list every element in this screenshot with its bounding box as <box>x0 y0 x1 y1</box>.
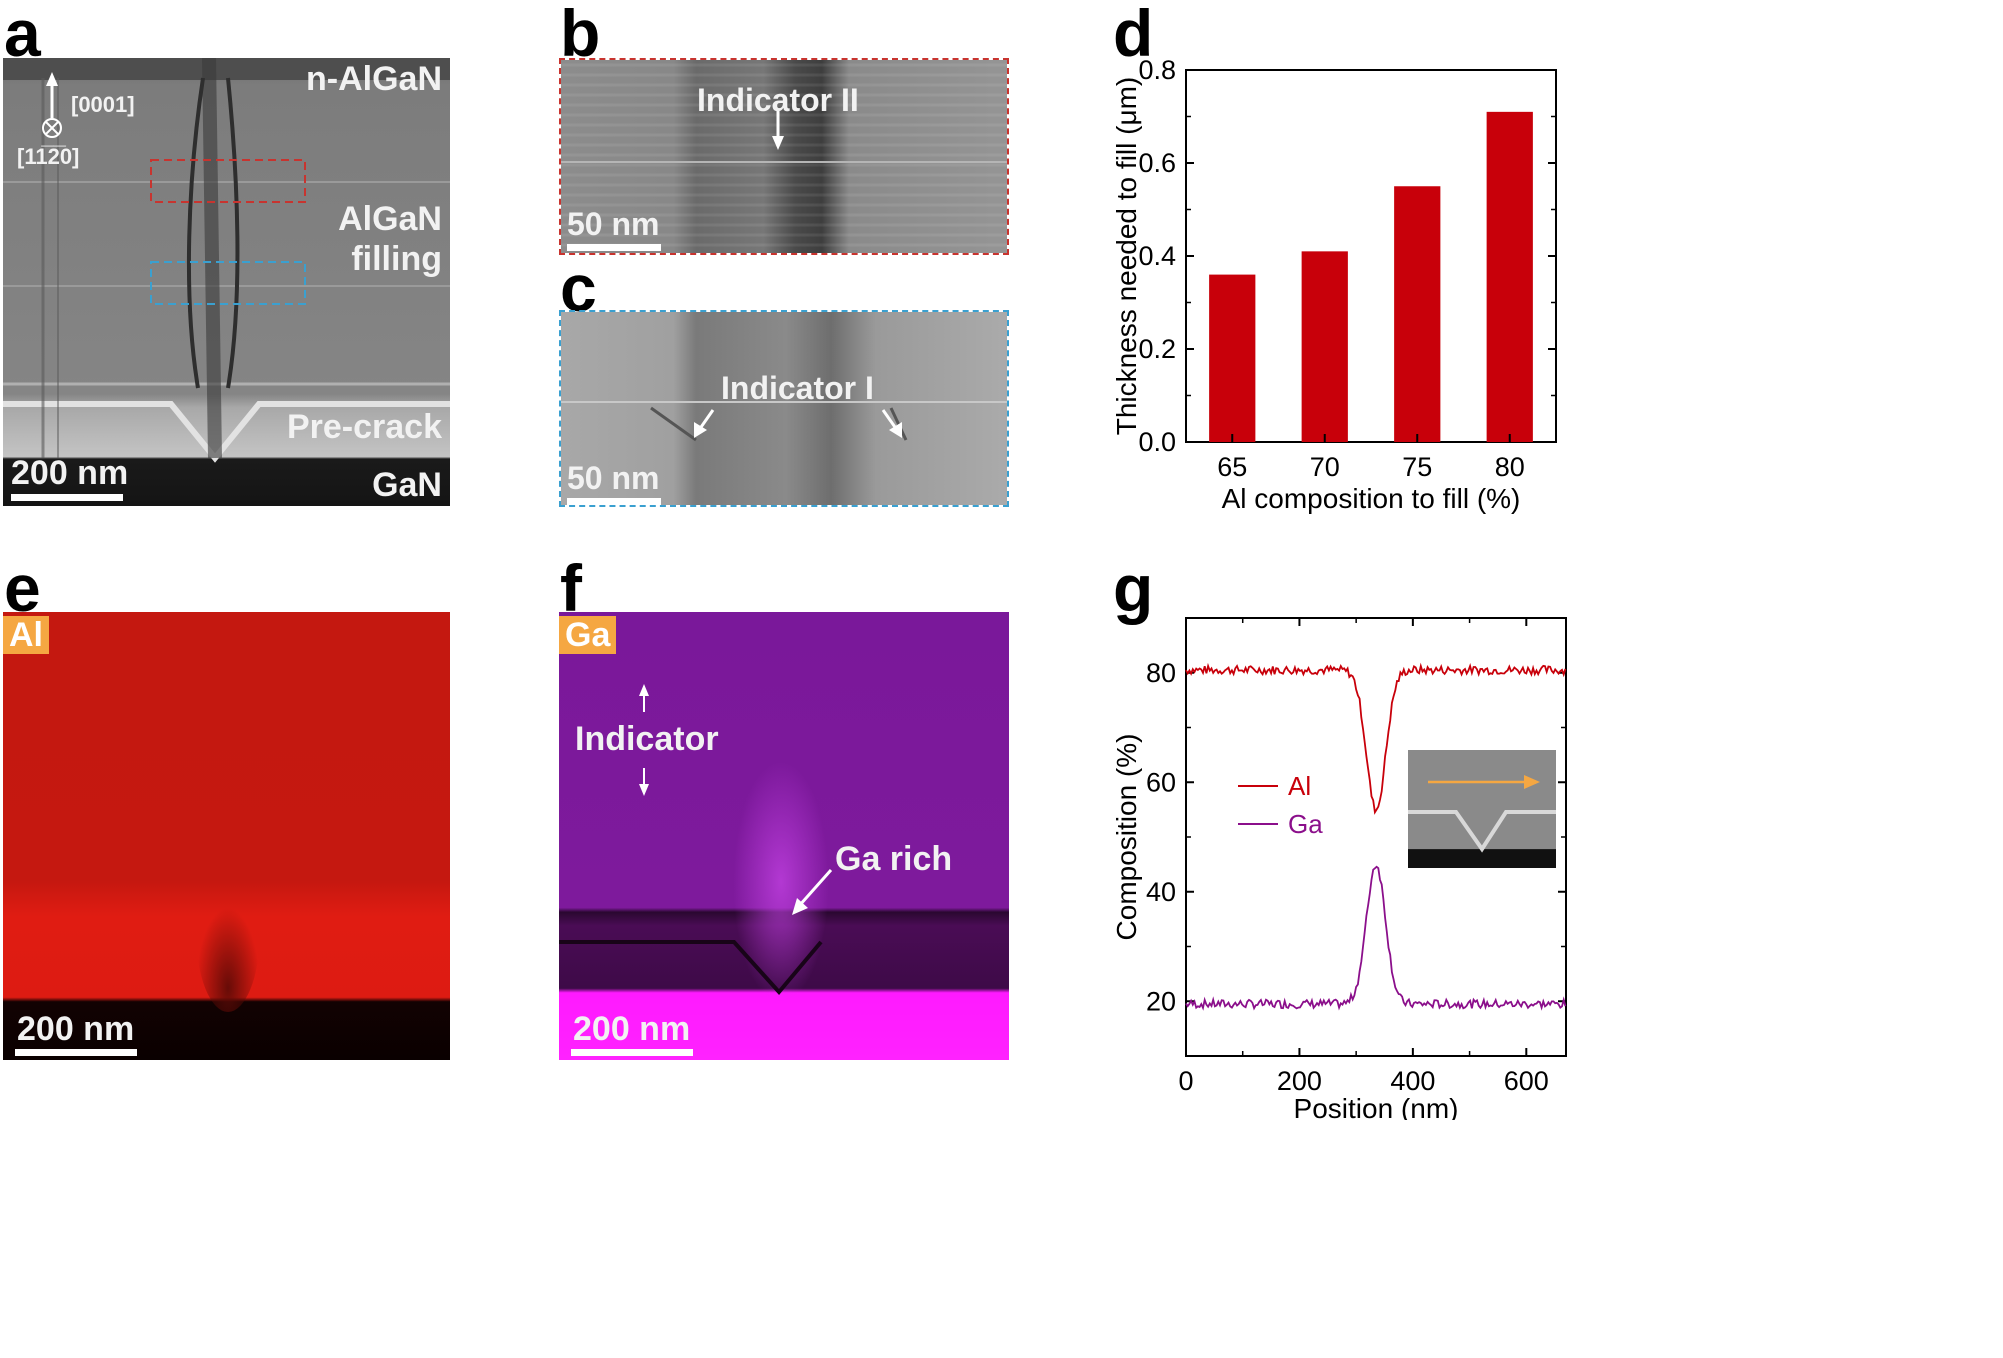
y-tick-label: 0.4 <box>1138 241 1176 271</box>
panel-label-g: g <box>1113 551 1154 625</box>
panel-label-b: b <box>560 0 601 70</box>
x-tick-label: 70 <box>1310 452 1340 482</box>
panel-g-line-chart: 20 40 60 80 0 200 400 600 Position (nm) Compositi… <box>1111 617 1567 1120</box>
panel-b-tem-image: Indicator II 50 nm <box>559 58 1009 255</box>
y-tick-label: 40 <box>1146 877 1176 907</box>
y-tick-label: 20 <box>1146 986 1176 1016</box>
scale-bar <box>15 1049 137 1056</box>
x-tick-label: 80 <box>1495 452 1525 482</box>
y-tick-label: 0.0 <box>1138 427 1176 457</box>
inset-scan-arrowhead <box>1524 775 1540 789</box>
element-badge-ga: Ga <box>559 616 617 654</box>
panel-f-ga-map: Ga Indicator Ga rich 200 nm <box>559 612 1009 1060</box>
bar-80 <box>1486 111 1533 442</box>
y-tick-label: 0.8 <box>1138 55 1176 85</box>
scale-bar <box>571 1049 693 1056</box>
layer-label-n-algan: n-AlGaN <box>306 60 442 98</box>
layer-label-algan: AlGaN <box>338 200 442 238</box>
scale-bar-label: 200 nm <box>11 454 129 492</box>
indicator-label: Indicator <box>575 720 719 758</box>
y-tick-label: 0.6 <box>1138 148 1176 178</box>
panel-a-tem-image: n-AlGaN AlGaN filling Pre-crack GaN [000… <box>3 58 450 506</box>
ga-rich-label: Ga rich <box>835 840 953 878</box>
y-axis-label: Composition (%) <box>1111 734 1142 941</box>
scale-bar-label: 50 nm <box>567 206 660 242</box>
y-axis-label: Thickness needed to fill (μm) <box>1111 77 1142 436</box>
bar-70 <box>1301 251 1348 442</box>
y-tick-label: 0.2 <box>1138 334 1176 364</box>
panel-label-e: e <box>4 551 41 625</box>
y-tick-label: 80 <box>1146 658 1176 688</box>
x-tick-label: 200 <box>1277 1066 1322 1096</box>
bar-65 <box>1209 274 1256 442</box>
series-line-ga <box>1185 865 1567 1011</box>
x-tick-label: 0 <box>1178 1066 1193 1096</box>
x-tick-label: 75 <box>1402 452 1432 482</box>
scale-bar-label: 200 nm <box>17 1010 135 1048</box>
y-tick-label: 60 <box>1146 767 1176 797</box>
scale-bar <box>567 244 661 251</box>
scale-bar <box>11 494 123 501</box>
indicator-i-label: Indicator I <box>721 370 874 406</box>
layer-label-filling: filling <box>351 240 442 278</box>
scale-bar-label: 50 nm <box>567 460 660 496</box>
inset-substrate <box>1408 849 1556 868</box>
panel-e-al-map: Al 200 nm <box>3 612 450 1060</box>
indicator-ii-label: Indicator II <box>697 82 859 118</box>
x-axis-label: Al composition to fill (%) <box>1222 483 1521 514</box>
series-line-al <box>1185 662 1567 815</box>
panel-label-f: f <box>560 551 582 625</box>
scale-bar-label: 200 nm <box>573 1010 691 1048</box>
scale-bar <box>567 498 661 505</box>
direction-label-11-20: [11̅2̅0] <box>17 144 80 169</box>
panel-label-d: d <box>1113 0 1154 70</box>
legend-label-al: Al <box>1288 771 1311 801</box>
element-badge-al: Al <box>3 616 49 654</box>
x-tick-label: 600 <box>1504 1066 1549 1096</box>
panel-label-a: a <box>4 0 41 70</box>
panel-c-tem-image: Indicator I 50 nm <box>559 310 1009 507</box>
inset-crack-outline <box>1408 810 1556 853</box>
x-tick-label: 400 <box>1390 1066 1435 1096</box>
layer-label-gan: GaN <box>372 466 442 504</box>
direction-label-0001: [0001] <box>71 92 135 117</box>
legend-label-ga: Ga <box>1288 809 1323 839</box>
bar-75 <box>1394 186 1441 442</box>
x-tick-label: 65 <box>1217 452 1247 482</box>
x-axis-label: Position (nm) <box>1294 1093 1459 1120</box>
layer-label-pre-crack: Pre-crack <box>286 408 442 446</box>
